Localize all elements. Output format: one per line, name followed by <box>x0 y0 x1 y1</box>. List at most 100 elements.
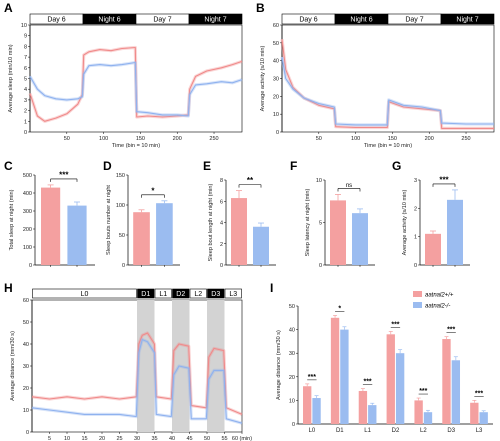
y-tick-label: 8 <box>220 178 223 184</box>
bar-wt <box>414 400 423 424</box>
y-tick-label: 50 <box>23 320 29 326</box>
phase-label: D2 <box>176 291 185 298</box>
panel-g-activity-bar: 0 1 2 3 Average activity (s/10 min) G *** <box>392 159 470 269</box>
panel-letter: D <box>103 159 112 173</box>
series-mut-line <box>281 57 494 126</box>
y-tick-label: 30 <box>23 364 29 370</box>
y-tick-label: 1 <box>24 119 27 125</box>
y-tick-label: 10 <box>316 178 322 184</box>
y-tick-label: 0 <box>220 263 223 269</box>
x-tick-label: 10 <box>64 436 70 441</box>
bar-wt <box>386 334 395 424</box>
phase-label: Day 6 <box>299 17 317 24</box>
y-tick-label: 3 <box>24 98 27 104</box>
significance-label: *** <box>439 175 449 184</box>
y-tick-label: 30 <box>289 351 295 357</box>
y-tick-label: 0 <box>122 263 125 269</box>
y-tick-label: 20 <box>273 94 279 100</box>
y-tick-label: 4 <box>220 221 223 227</box>
panel-letter: F <box>290 159 297 173</box>
x-tick-label: L2 <box>420 428 427 434</box>
y-tick-label: 6 <box>220 199 223 205</box>
significance-label: *** <box>447 327 455 334</box>
phase-label: L0 <box>81 291 89 298</box>
significance-label: *** <box>59 170 69 179</box>
x-tick-label: 50 <box>64 136 70 142</box>
y-tick-label: 40 <box>23 342 29 348</box>
panel-letter: B <box>256 1 265 15</box>
y-tick-label: 30 <box>273 77 279 83</box>
y-tick-label: 100 <box>116 203 125 209</box>
x-tick-label: 35 <box>151 436 157 441</box>
phase-bar <box>137 288 155 299</box>
phase-bar <box>207 288 225 299</box>
y-axis-label: Sleep bouts number at night <box>106 185 112 255</box>
x-tick-label: 15 <box>81 436 87 441</box>
series-wt-line <box>29 46 243 122</box>
phase-label: Night 6 <box>350 17 372 24</box>
x-tick-label: 40 <box>169 436 175 441</box>
phase-bar <box>224 288 242 299</box>
x-tick-label: D1 <box>336 428 344 434</box>
y-tick-label: 100 <box>23 245 32 251</box>
bar-mut <box>156 203 173 265</box>
panel-d-sleep-bouts-bar: 0 50 100 150 Sleep bouts number at night D * <box>103 159 180 269</box>
y-tick-label: 2 <box>220 242 223 248</box>
y-tick-label: 0 <box>24 130 27 136</box>
y-tick-label: 0 <box>414 263 417 269</box>
legend-wt-label: aatnal2+/+ <box>425 293 454 299</box>
x-tick-label: 100 <box>99 136 108 142</box>
y-tick-label: 40 <box>273 59 279 65</box>
y-tick-label: 1 <box>414 235 417 241</box>
x-tick-label: L0 <box>309 428 316 434</box>
y-axis-label: Average sleep (min/10 min) <box>8 44 14 112</box>
y-tick-label: 60 <box>273 23 279 29</box>
phase-label: D1 <box>141 291 150 298</box>
y-tick-label: 2 <box>24 109 27 115</box>
x-tick-label: 100 <box>351 136 360 142</box>
legend-wt-swatch <box>413 291 422 297</box>
x-tick-label: 250 <box>461 136 470 142</box>
y-tick-label: 60 <box>23 298 29 304</box>
y-tick-label: 10 <box>23 408 29 414</box>
y-tick-label: 0 <box>292 422 295 428</box>
bar-mut <box>253 226 269 265</box>
x-tick-label: 50 <box>204 436 210 441</box>
bar-mut <box>395 353 405 424</box>
y-tick-label: 2 <box>414 206 417 212</box>
y-tick-label: 8 <box>24 44 27 50</box>
y-tick-label: 5 <box>24 77 27 83</box>
y-tick-label: 200 <box>23 227 32 233</box>
y-tick-label: 150 <box>116 173 125 179</box>
legend-mut-label: aatnal2-/- <box>425 304 450 310</box>
y-axis-label: Total sleep at night (min) <box>9 189 15 250</box>
phase-label: L1 <box>159 291 167 298</box>
series-mut-line <box>29 61 243 117</box>
significance-label: *** <box>475 390 483 397</box>
x-tick-label: 250 <box>209 136 218 142</box>
phase-bar <box>154 288 172 299</box>
dark-phase-band <box>137 300 155 432</box>
y-tick-label: 6 <box>24 66 27 72</box>
phase-label: Day 7 <box>153 17 171 24</box>
panel-letter: E <box>203 159 211 173</box>
y-tick-label: 5 <box>319 221 322 227</box>
bar-wt <box>330 317 340 424</box>
bar-mut <box>312 398 321 424</box>
y-tick-label: 0 <box>319 263 322 269</box>
y-tick-label: 7 <box>24 55 27 61</box>
y-tick-label: 400 <box>23 191 32 197</box>
bar-mut <box>451 360 461 424</box>
significance-label: *** <box>308 374 316 381</box>
y-tick-label: 0 <box>276 130 279 136</box>
x-axis-label: Time (bin = 10 min) <box>112 143 160 149</box>
phase-bar <box>188 13 243 25</box>
x-axis-label: Time (bin = 10 min) <box>364 143 412 149</box>
phase-bar <box>32 288 137 299</box>
bar-mut <box>352 213 368 265</box>
phase-bar <box>172 288 190 299</box>
x-tick-label: 30 <box>134 436 140 441</box>
y-axis-label: Average activity (s/10 min) <box>402 189 408 255</box>
